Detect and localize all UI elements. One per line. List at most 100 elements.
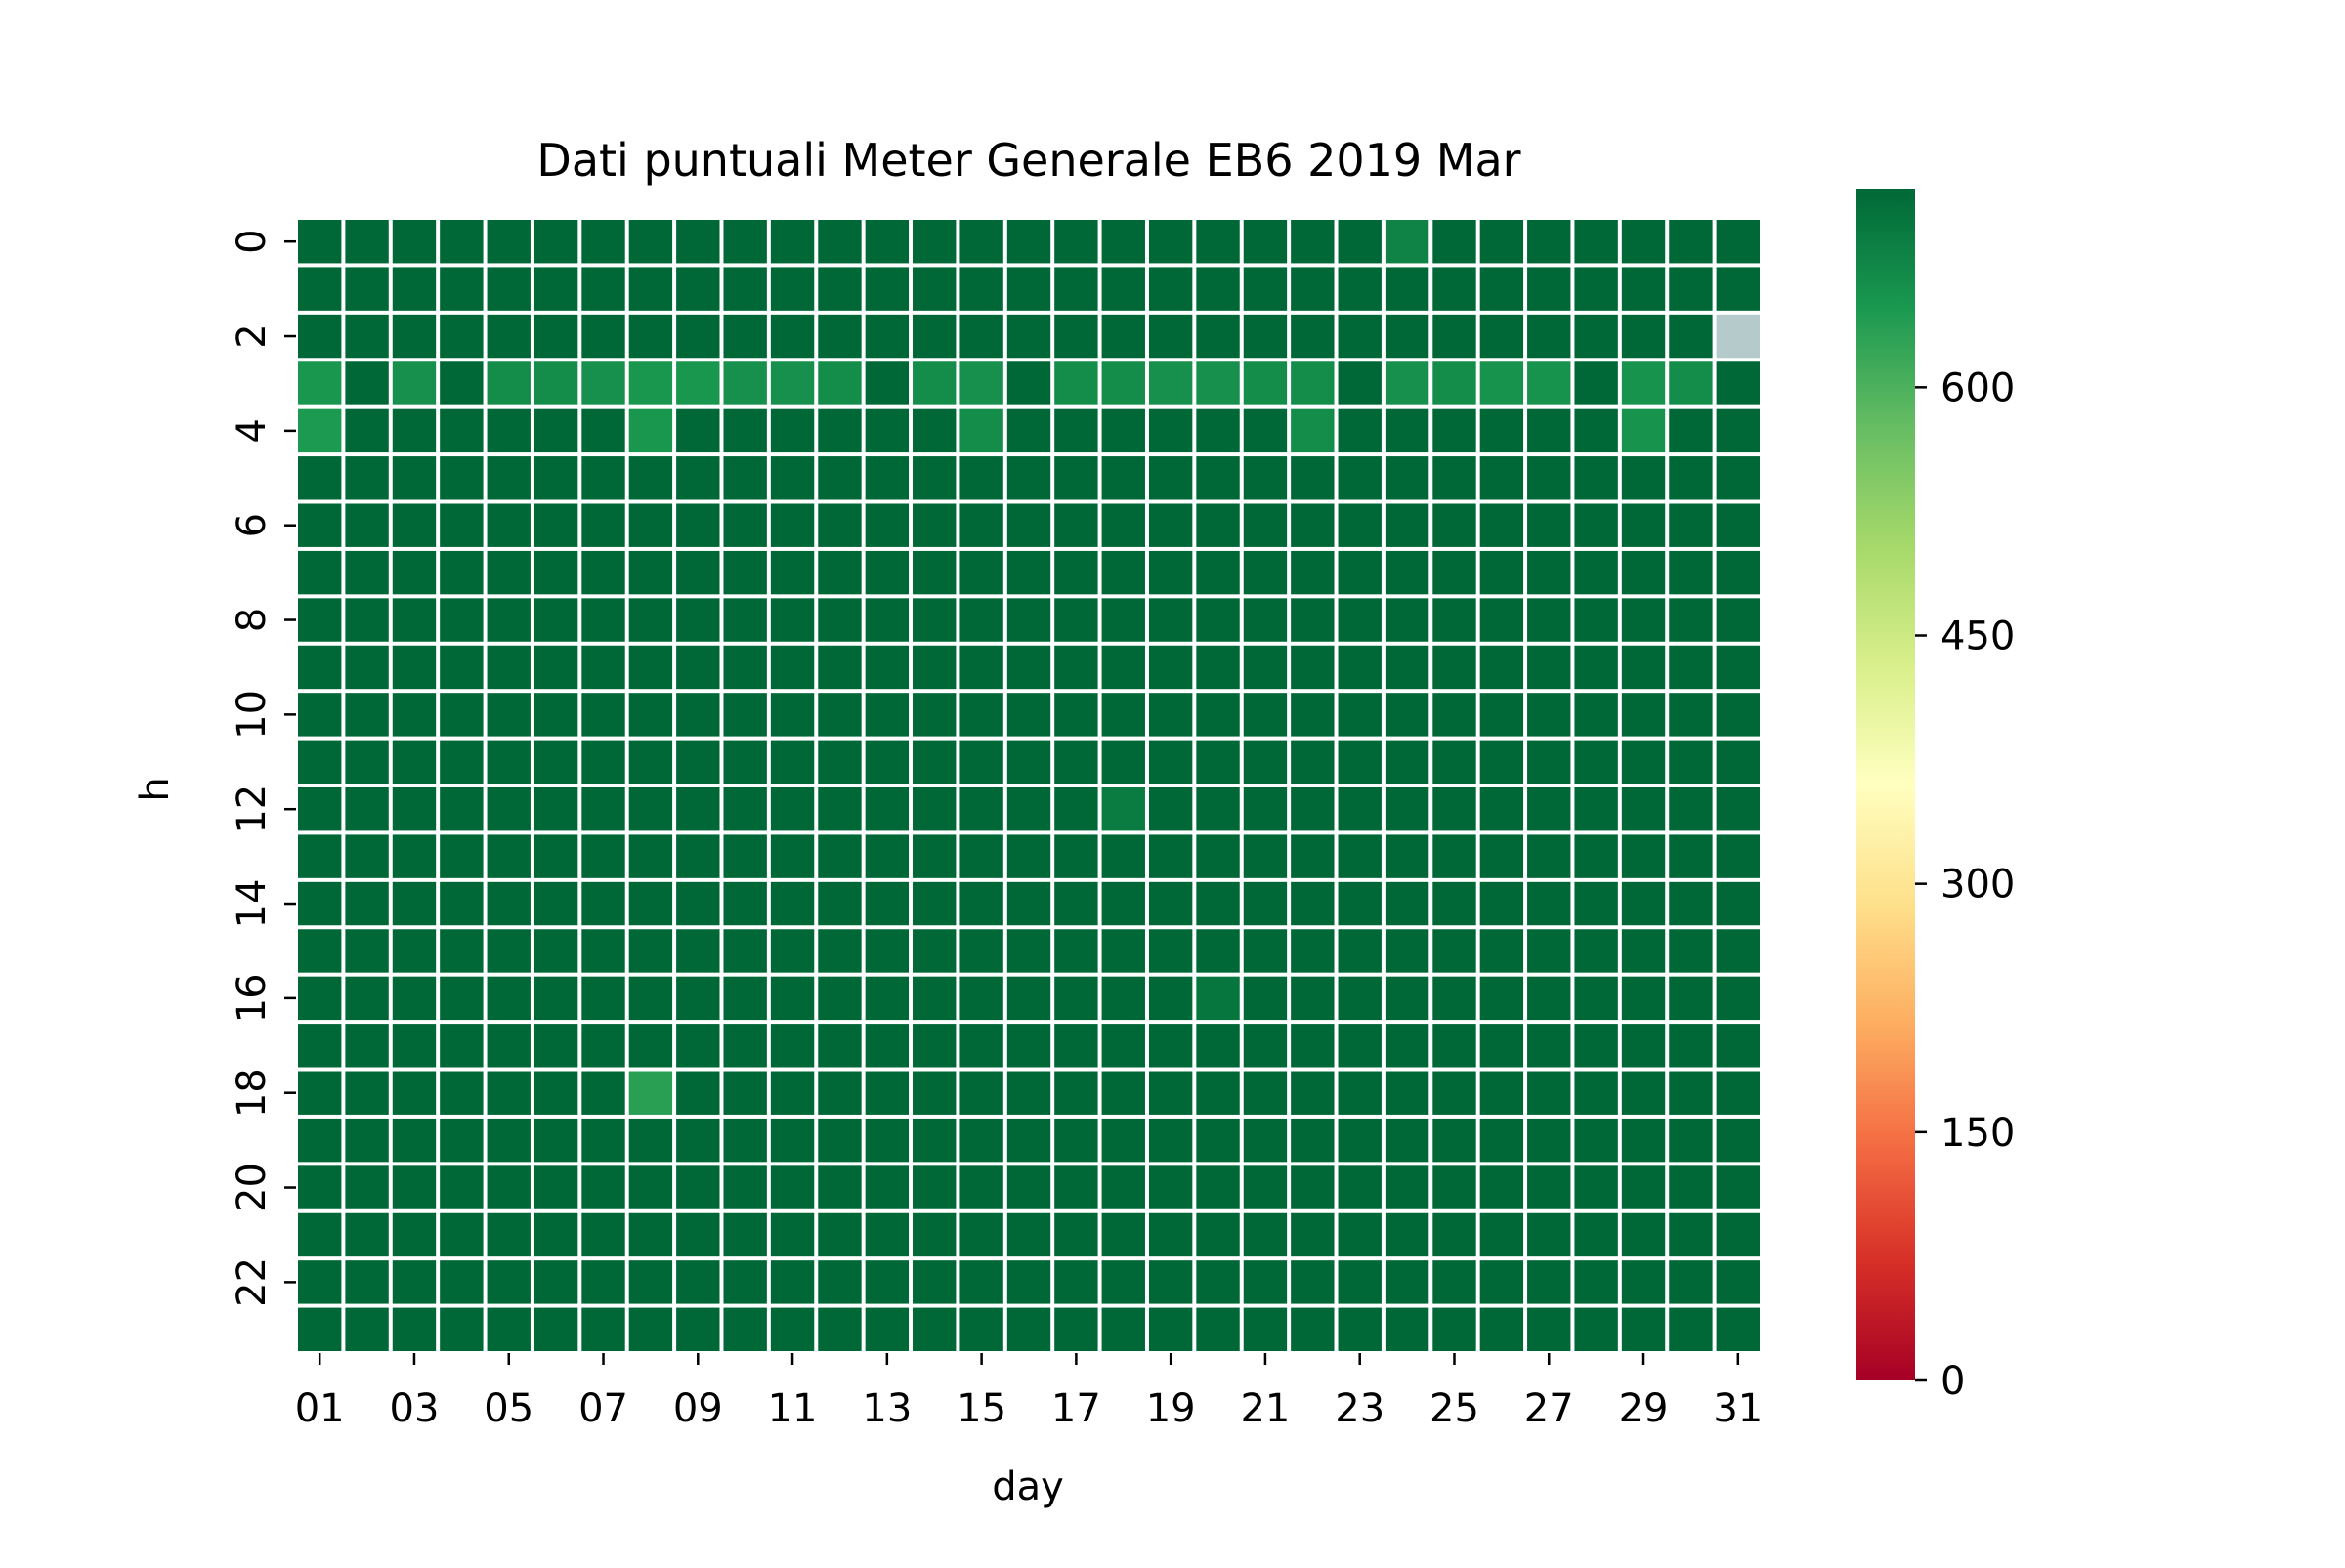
heatmap-cell bbox=[1432, 1212, 1476, 1257]
heatmap-cell bbox=[1574, 834, 1618, 878]
heatmap-cell bbox=[818, 1071, 862, 1115]
heatmap-cell bbox=[487, 787, 531, 831]
heatmap-cell bbox=[959, 881, 1003, 926]
heatmap-cell bbox=[392, 1307, 437, 1351]
heatmap-cell bbox=[1432, 929, 1476, 973]
heatmap-cell bbox=[1196, 550, 1240, 595]
heatmap-cell bbox=[1669, 834, 1713, 878]
heatmap-cell bbox=[676, 503, 720, 547]
x-tick-label: 31 bbox=[1713, 1386, 1763, 1431]
heatmap-cell bbox=[1574, 929, 1618, 973]
heatmap-cell bbox=[1006, 1212, 1051, 1257]
heatmap-cell bbox=[959, 267, 1003, 311]
heatmap-cell bbox=[676, 645, 720, 690]
heatmap-cell bbox=[1006, 1260, 1051, 1304]
heatmap-cell bbox=[770, 693, 815, 737]
heatmap-cell bbox=[1243, 267, 1288, 311]
heatmap-cell bbox=[1621, 220, 1666, 264]
heatmap-cell bbox=[1669, 1212, 1713, 1257]
heatmap-cell bbox=[865, 598, 910, 642]
heatmap-cell bbox=[1479, 834, 1524, 878]
y-tick-label: 10 bbox=[230, 690, 275, 740]
heatmap-cell bbox=[581, 267, 625, 311]
heatmap-cell bbox=[1243, 1165, 1288, 1209]
heatmap-cell bbox=[487, 503, 531, 547]
heatmap-cell bbox=[628, 361, 673, 405]
heatmap-cell bbox=[298, 976, 342, 1021]
heatmap-cell bbox=[1527, 1071, 1571, 1115]
heatmap-cell bbox=[913, 550, 957, 595]
heatmap-cell bbox=[1385, 1212, 1429, 1257]
heatmap-cell bbox=[1338, 456, 1382, 500]
heatmap-cell bbox=[533, 1024, 578, 1068]
heatmap-cell bbox=[581, 834, 625, 878]
heatmap-cell bbox=[1148, 1307, 1193, 1351]
heatmap-cell bbox=[1385, 1165, 1429, 1209]
heatmap-cell bbox=[628, 314, 673, 359]
heatmap-cell bbox=[1621, 267, 1666, 311]
heatmap-cell bbox=[1101, 881, 1145, 926]
heatmap-cell bbox=[628, 787, 673, 831]
heatmap-cell bbox=[487, 740, 531, 784]
heatmap-cell bbox=[1716, 598, 1760, 642]
heatmap-cell bbox=[1054, 314, 1098, 359]
heatmap-cell bbox=[1385, 456, 1429, 500]
heatmap-cell bbox=[440, 1071, 484, 1115]
heatmap-cell bbox=[487, 1260, 531, 1304]
heatmap-cell bbox=[770, 1118, 815, 1163]
heatmap-cell bbox=[392, 787, 437, 831]
heatmap-cell bbox=[818, 1118, 862, 1163]
heatmap-cell bbox=[487, 267, 531, 311]
heatmap-cell bbox=[1669, 645, 1713, 690]
y-axis-ticks: 0 2 4 6 8 10 12 14 16 18 20 22 bbox=[230, 229, 296, 1307]
heatmap-cell bbox=[1291, 598, 1335, 642]
heatmap-cell bbox=[1574, 598, 1618, 642]
heatmap-cell bbox=[1148, 408, 1193, 453]
heatmap-cell bbox=[1432, 408, 1476, 453]
heatmap-cell bbox=[628, 976, 673, 1021]
colorbar bbox=[1856, 189, 1915, 1380]
heatmap-cell bbox=[1527, 1024, 1571, 1068]
heatmap-cell bbox=[1479, 1212, 1524, 1257]
heatmap-cell bbox=[1669, 1071, 1713, 1115]
heatmap-cell bbox=[1148, 267, 1193, 311]
heatmap-cell bbox=[818, 456, 862, 500]
heatmap-cell bbox=[959, 1118, 1003, 1163]
heatmap-cell bbox=[723, 1118, 767, 1163]
heatmap-cell bbox=[723, 550, 767, 595]
heatmap-cell bbox=[676, 220, 720, 264]
heatmap-cell bbox=[1432, 361, 1476, 405]
heatmap-cell bbox=[865, 1118, 910, 1163]
heatmap-cell bbox=[913, 1071, 957, 1115]
heatmap-cell bbox=[1148, 740, 1193, 784]
heatmap-cell bbox=[770, 740, 815, 784]
heatmap-cell bbox=[1054, 834, 1098, 878]
heatmap-cell bbox=[723, 503, 767, 547]
heatmap-cell bbox=[913, 1307, 957, 1351]
heatmap-cell bbox=[392, 456, 437, 500]
heatmap-cell bbox=[1243, 834, 1288, 878]
heatmap-cell bbox=[1101, 834, 1145, 878]
heatmap-cell bbox=[1101, 598, 1145, 642]
heatmap-cell bbox=[1291, 220, 1335, 264]
heatmap-cell bbox=[1148, 503, 1193, 547]
heatmap-cell bbox=[628, 1024, 673, 1068]
heatmap-cell bbox=[440, 787, 484, 831]
heatmap-cell bbox=[913, 1165, 957, 1209]
heatmap-cell bbox=[1432, 1165, 1476, 1209]
heatmap-cell bbox=[723, 740, 767, 784]
heatmap-cell bbox=[1479, 408, 1524, 453]
heatmap-cell bbox=[865, 314, 910, 359]
heatmap-cell bbox=[1385, 1260, 1429, 1304]
heatmap-cell bbox=[676, 550, 720, 595]
heatmap-cell bbox=[392, 1024, 437, 1068]
heatmap-cell bbox=[723, 1024, 767, 1068]
heatmap-cell bbox=[628, 408, 673, 453]
heatmap-cell bbox=[723, 267, 767, 311]
heatmap-cell bbox=[440, 693, 484, 737]
heatmap-cell bbox=[1669, 929, 1713, 973]
heatmap-cell bbox=[913, 929, 957, 973]
heatmap-cell bbox=[440, 740, 484, 784]
heatmap-cell bbox=[1432, 314, 1476, 359]
